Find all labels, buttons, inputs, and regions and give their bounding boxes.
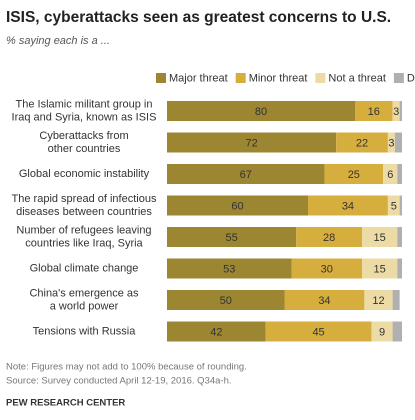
legend-swatch <box>393 73 404 83</box>
bar-segment <box>397 227 402 247</box>
bar-segment <box>167 227 297 247</box>
data-label: 45 <box>312 326 324 338</box>
legend-swatch <box>156 73 166 83</box>
data-label: 28 <box>323 232 335 244</box>
bar-segment <box>362 227 398 247</box>
data-label: 5 <box>391 200 397 212</box>
category-label: The Islamic militant group in Iraq and Sy… <box>12 98 157 123</box>
bar-segment <box>394 132 402 153</box>
chart-title: ISIS, cyberattacks seen as greatest conc… <box>6 9 391 26</box>
data-label: 9 <box>379 326 385 338</box>
bar-segment <box>291 258 363 279</box>
legend-label: Major threat <box>169 72 228 84</box>
data-label: 15 <box>374 263 386 275</box>
category-label-line: Number of refugees leaving <box>16 224 151 236</box>
bar-segment <box>399 195 402 216</box>
bar-segment <box>167 101 355 121</box>
bar-segment <box>392 101 400 121</box>
category-label-line: The rapid spread of infectious <box>12 193 157 205</box>
data-label: 3 <box>393 106 399 118</box>
bar-segment <box>167 195 308 216</box>
legend-swatch <box>235 73 246 83</box>
bar-segment <box>296 227 363 247</box>
bar-segment <box>392 290 400 310</box>
data-label: 22 <box>356 137 368 149</box>
legend-label: DK <box>407 72 415 84</box>
category-label-line: The Islamic militant group in <box>16 98 153 110</box>
category-label: Number of refugees leaving countries like… <box>16 224 151 249</box>
bar-segment <box>167 290 285 310</box>
bar-segment <box>392 321 402 342</box>
data-label: 34 <box>318 295 330 307</box>
bar-segment <box>324 164 384 184</box>
category-label-line: Cyberattacks from <box>39 130 128 142</box>
data-label: 50 <box>220 295 232 307</box>
data-label: 30 <box>321 263 333 275</box>
category-label-line: countries like Iraq, Syria <box>25 237 143 249</box>
data-label: 53 <box>223 263 235 275</box>
data-label: 80 <box>255 106 267 118</box>
bar-segment <box>362 258 398 279</box>
category-label-line: China's emergence as <box>29 287 139 299</box>
bar-segment <box>387 132 395 153</box>
bar-segment <box>387 195 400 216</box>
legend-swatch <box>315 73 326 83</box>
bar-segment <box>397 164 402 184</box>
data-label: 60 <box>231 200 243 212</box>
note: Note: Figures may not add to 100% becaus… <box>6 362 247 373</box>
category-label: Global economic instability <box>19 168 150 180</box>
category-label-line: a world power <box>50 300 119 312</box>
bar-segment <box>167 258 292 279</box>
data-label: 15 <box>374 232 386 244</box>
data-label: 3 <box>388 137 394 149</box>
bar-segment <box>167 132 337 153</box>
bar-segment <box>167 164 325 184</box>
legend-label: Not a threat <box>328 72 385 84</box>
data-label: 72 <box>245 137 257 149</box>
bar-segment <box>308 195 388 216</box>
bar-segment <box>265 321 372 342</box>
data-label: 55 <box>226 232 238 244</box>
bar-segment <box>371 321 393 342</box>
category-label: The rapid spread of infectious diseases b… <box>12 193 157 218</box>
bar-segment <box>336 132 388 153</box>
data-label: 12 <box>372 295 384 307</box>
subtitle: % saying each is a ... <box>6 35 110 47</box>
data-label: 67 <box>240 169 252 181</box>
category-label-line: other countries <box>48 143 121 155</box>
category-label: Cyberattacks from other countries <box>39 130 128 155</box>
bar-segment <box>355 101 393 121</box>
category-label-line: diseases between countries <box>16 206 152 218</box>
bar-segment <box>399 101 402 121</box>
note: Source: Survey conducted April 12-19, 20… <box>6 376 232 387</box>
category-label: Tensions with Russia <box>33 325 137 337</box>
category-label: Global climate change <box>30 262 139 274</box>
data-label: 6 <box>387 169 393 181</box>
category-label-line: Iraq and Syria, known as ISIS <box>12 111 157 123</box>
data-label: 42 <box>210 326 222 338</box>
legend-label: Minor threat <box>249 72 308 84</box>
data-label: 34 <box>342 200 354 212</box>
bar-segment <box>383 164 398 184</box>
source: PEW RESEARCH CENTER <box>6 398 125 409</box>
bar-segment <box>397 258 402 279</box>
data-label: 16 <box>368 106 380 118</box>
bar-segment <box>284 290 365 310</box>
bar-segment <box>364 290 393 310</box>
bar-segment <box>167 321 266 342</box>
category-label: China's emergence as a world power <box>29 287 139 312</box>
data-label: 25 <box>348 169 360 181</box>
